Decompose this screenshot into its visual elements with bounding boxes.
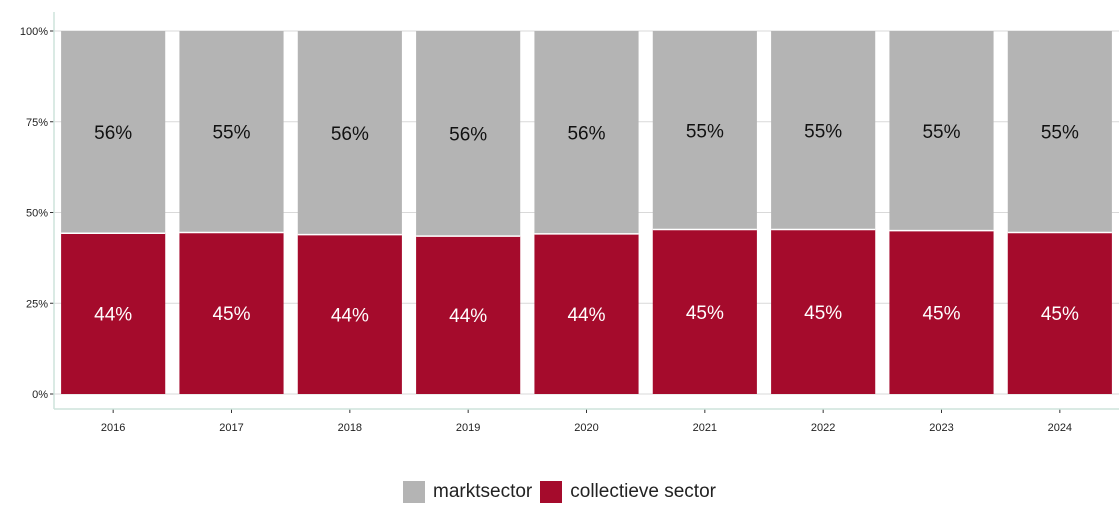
x-tick-label: 2018 [338, 422, 362, 434]
bar-segment-marktsector-2020 [534, 31, 639, 234]
x-tick-label: 2024 [1048, 422, 1072, 434]
bar-data-label: 45% [212, 304, 250, 325]
x-tick-label: 2022 [811, 422, 835, 434]
bar-segment-collectieve-sector-2024 [1007, 232, 1112, 394]
y-tick-label: 100% [20, 26, 48, 38]
y-tick-label: 75% [26, 117, 48, 129]
bar-data-label: 55% [804, 121, 842, 142]
bar-data-label: 56% [449, 125, 487, 146]
legend-swatch-collectieve-sector [540, 481, 563, 503]
bar-data-label: 55% [922, 122, 960, 143]
bar-segment-marktsector-2018 [297, 31, 402, 235]
bar-segment-collectieve-sector-2018 [297, 234, 402, 394]
bar-data-label: 55% [686, 121, 724, 142]
bar-data-label: 56% [567, 123, 605, 144]
bar-segment-collectieve-sector-2020 [534, 233, 639, 394]
bar-data-label: 44% [94, 305, 132, 326]
y-tick-label: 25% [26, 298, 48, 310]
legend-item-collectieve-sector: collectieve sector [540, 481, 716, 503]
bar-segment-marktsector-2019 [416, 31, 521, 237]
x-tick-label: 2023 [929, 422, 953, 434]
x-tick-label: 2017 [219, 422, 243, 434]
bar-data-label: 44% [331, 305, 369, 326]
bar-segment-collectieve-sector-2019 [416, 236, 521, 394]
bar-segment-collectieve-sector-2022 [771, 229, 876, 394]
bar-data-label: 55% [1041, 123, 1079, 144]
bar-data-label: 56% [331, 124, 369, 145]
bar-segment-collectieve-sector-2016 [61, 233, 166, 394]
bar-data-label: 44% [567, 305, 605, 326]
bar-data-label: 44% [449, 306, 487, 327]
bar-labels: 44% 56% 45% 55% 44% 56% 44% 56% 44% 56% 45% 55% 45% 5… [94, 121, 1079, 327]
bar-segment-marktsector-2024 [1007, 31, 1112, 233]
bar-data-label: 56% [94, 123, 132, 144]
bar-data-label: 45% [686, 303, 724, 324]
legend: marktsector collectieve sector [0, 481, 1119, 503]
bar-segment-collectieve-sector-2021 [652, 229, 757, 394]
legend-swatch-marktsector [403, 481, 425, 503]
y-tick-label: 50% [26, 208, 48, 220]
legend-item-marktsector: marktsector [403, 481, 532, 503]
bar-segment-marktsector-2016 [61, 31, 166, 234]
bar-segment-collectieve-sector-2017 [179, 232, 284, 394]
legend-label-collectieve-sector: collectieve sector [570, 481, 716, 502]
x-tick-label: 2019 [456, 422, 480, 434]
axes: 0% 25% 50% 75% 100% 2016 2017 2018 2019 2020 2021 2… [20, 12, 1119, 434]
y-tick-label: 0% [32, 389, 48, 401]
bar-segment-collectieve-sector-2023 [889, 230, 994, 394]
bar-data-label: 55% [212, 123, 250, 144]
bar-data-label: 45% [922, 303, 960, 324]
x-tick-label: 2021 [693, 422, 717, 434]
bar-segment-marktsector-2017 [179, 31, 284, 233]
x-tick-label: 2016 [101, 422, 125, 434]
bar-segment-marktsector-2021 [652, 31, 757, 230]
stacked-bar-chart: 44% 56% 45% 55% 44% 56% 44% 56% 44% 56% 45% 55% 45% 5… [20, 12, 1119, 434]
legend-label-marktsector: marktsector [433, 481, 533, 502]
bar-data-label: 45% [1041, 304, 1079, 325]
bar-segment-marktsector-2023 [889, 31, 994, 231]
bar-segment-marktsector-2022 [771, 31, 876, 230]
bar-data-label: 45% [804, 303, 842, 324]
x-tick-label: 2020 [574, 422, 598, 434]
bars [61, 31, 1112, 394]
